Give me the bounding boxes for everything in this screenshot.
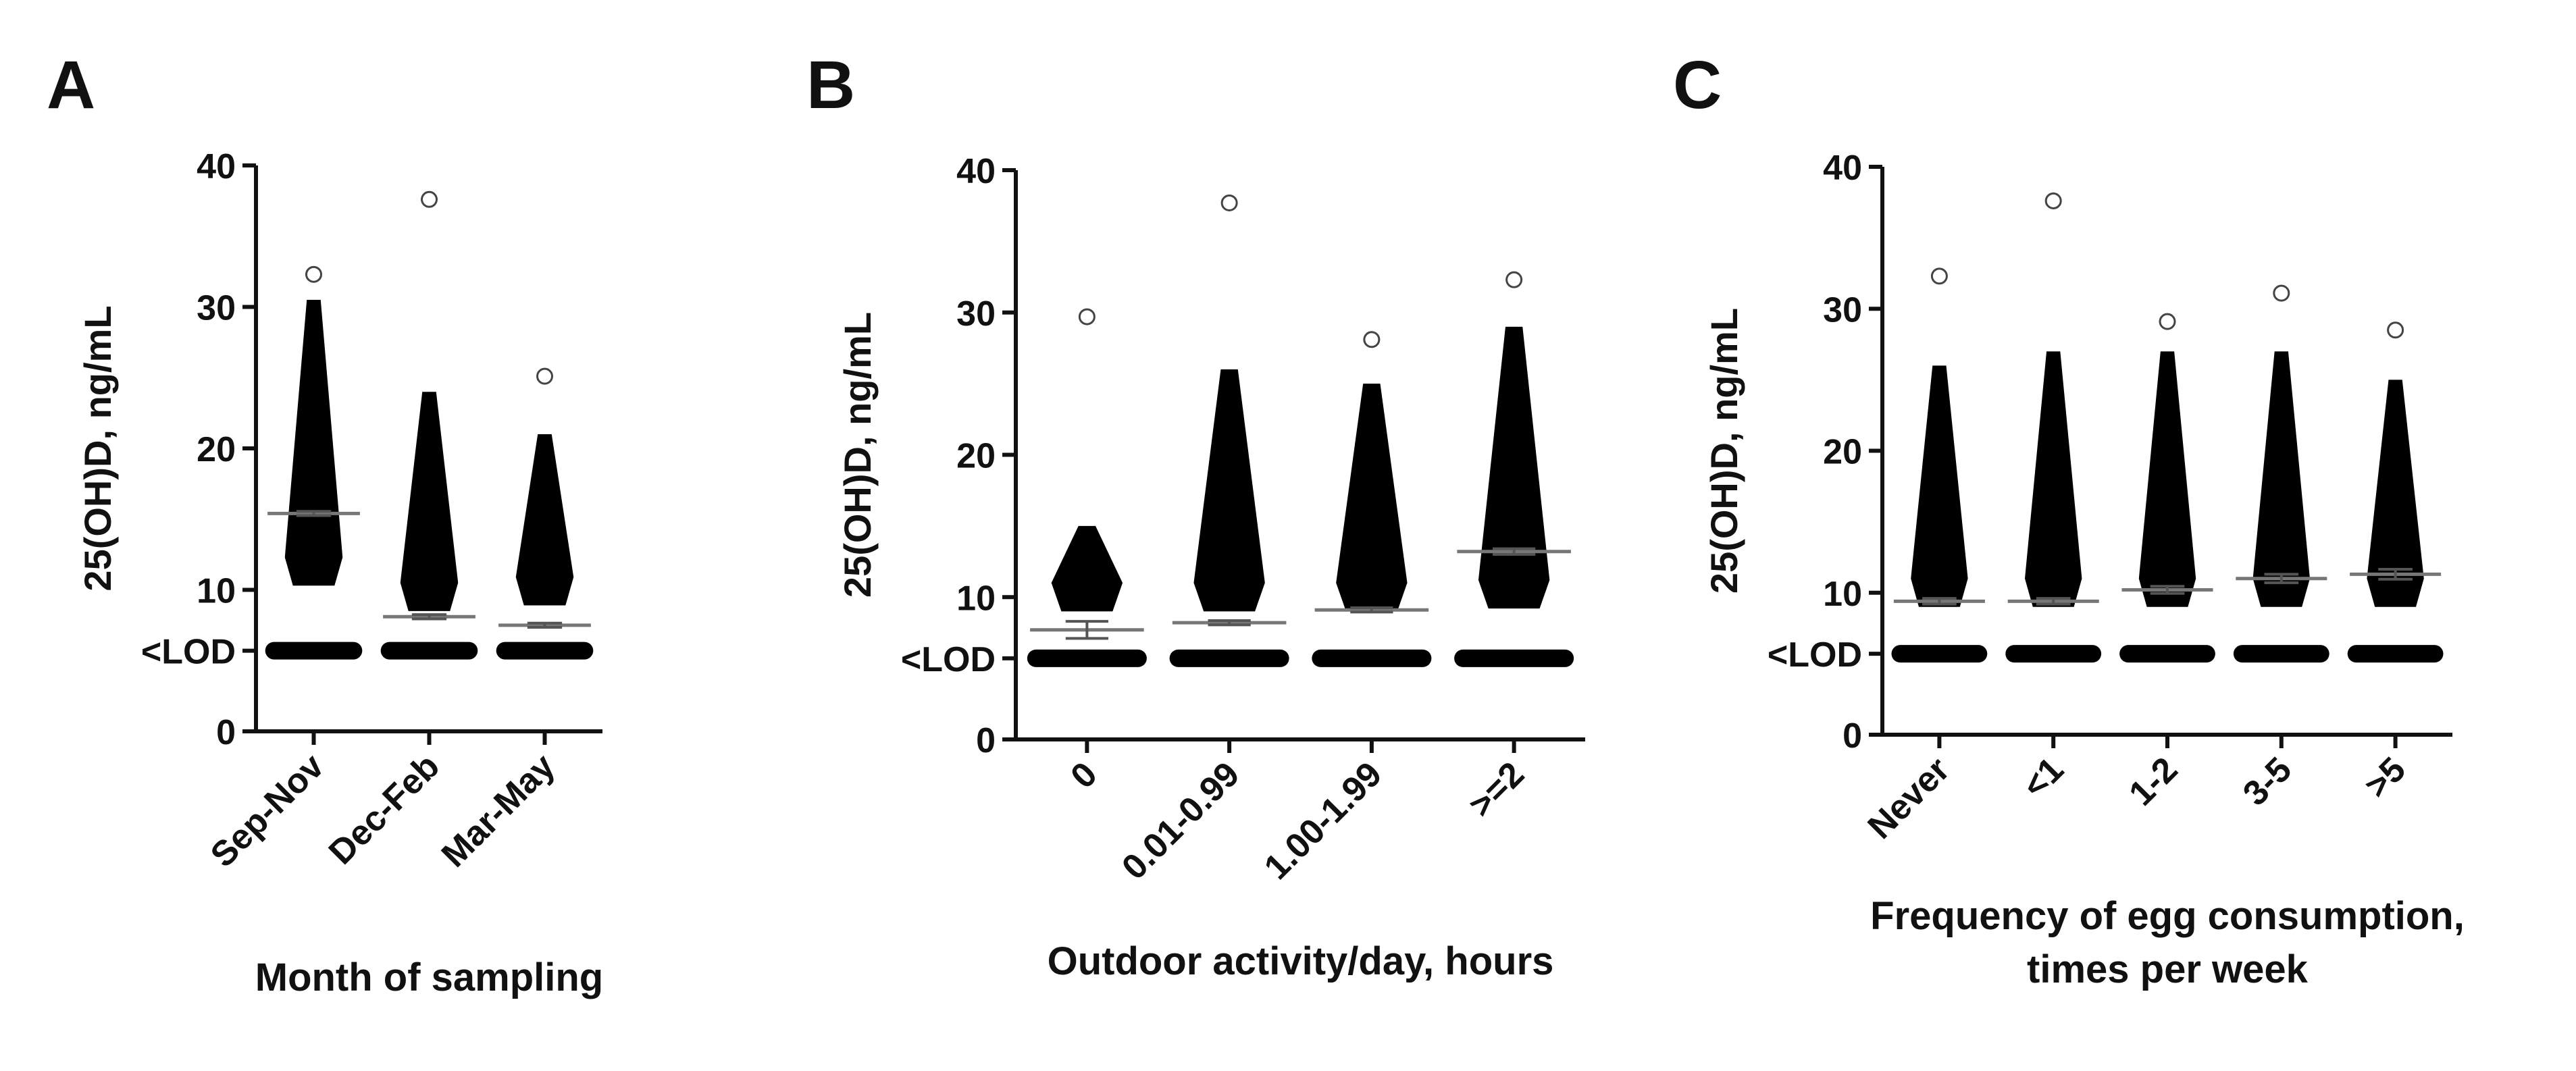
error-bar <box>411 613 447 621</box>
y-tick-label: 0 <box>216 713 236 752</box>
error-bar <box>2150 585 2185 595</box>
error-bar <box>2264 573 2299 585</box>
y-axis-label: 25(OH)D, ng/mL <box>836 312 879 598</box>
x-axis-label: times per week <box>2027 947 2309 991</box>
point-cloud <box>2252 351 2310 607</box>
max-point <box>1363 331 1381 348</box>
point-cloud <box>400 392 459 611</box>
x-axis-label: Month of sampling <box>255 956 604 999</box>
panel-letter: C <box>1673 47 1722 123</box>
x-tick-label: 1.00-1.99 <box>1257 754 1389 887</box>
point-cloud <box>2367 380 2424 607</box>
error-bar <box>1065 620 1108 640</box>
lod-points <box>1454 649 1574 667</box>
y-tick-label: 40 <box>1823 149 1862 188</box>
y-tick-label: <LOD <box>1768 635 1862 675</box>
panel-letter: B <box>806 47 855 123</box>
max-point <box>1078 308 1096 325</box>
error-bar <box>1493 547 1536 556</box>
point-cloud <box>2025 351 2082 607</box>
y-tick-label: 30 <box>1823 290 1862 330</box>
max-point <box>1505 271 1523 288</box>
max-point <box>1930 267 1948 285</box>
x-tick-label: Dec-Feb <box>321 746 447 872</box>
y-axis-label: 25(OH)D, ng/mL <box>76 305 119 591</box>
panel-letter: A <box>47 47 95 123</box>
y-tick-label: 30 <box>956 294 996 334</box>
max-point <box>2387 321 2404 339</box>
y-tick-label: 10 <box>956 579 996 618</box>
point-cloud <box>1193 369 1265 612</box>
lod-points <box>380 642 478 660</box>
error-bar <box>296 510 332 517</box>
x-axis-label: Frequency of egg consumption, <box>1870 894 2465 938</box>
point-cloud <box>1336 384 1408 612</box>
error-bar <box>2036 597 2071 606</box>
lod-points <box>2347 645 2444 663</box>
error-bar <box>2378 568 2413 581</box>
error-bar <box>1208 619 1251 627</box>
y-tick-label: 0 <box>1843 716 1862 756</box>
max-point <box>536 367 553 385</box>
x-tick-label: <1 <box>2015 750 2071 806</box>
y-axis-label: 25(OH)D, ng/mL <box>1703 308 1745 594</box>
max-point <box>2044 192 2062 209</box>
y-tick-label: 40 <box>956 152 996 191</box>
y-tick-label: 30 <box>197 289 236 328</box>
y-tick-label: 20 <box>1823 433 1862 472</box>
point-cloud <box>1051 525 1123 612</box>
x-axis-label: Outdoor activity/day, hours <box>1048 939 1554 983</box>
max-point <box>421 190 438 208</box>
max-point <box>1220 194 1238 211</box>
lod-points <box>265 642 363 660</box>
lod-points <box>1312 649 1432 667</box>
lod-points <box>496 642 594 660</box>
point-cloud <box>2138 351 2196 607</box>
lod-points <box>2233 645 2329 663</box>
lod-points <box>2005 645 2102 663</box>
x-tick-label: >=2 <box>1462 754 1532 825</box>
lod-points <box>1169 649 1289 667</box>
x-tick-label: Never <box>1861 750 1957 846</box>
y-tick-label: 40 <box>197 147 236 186</box>
max-point <box>2273 284 2290 302</box>
x-tick-label: Sep-Nov <box>203 746 332 874</box>
max-point <box>305 265 322 283</box>
y-tick-label: 20 <box>197 430 236 469</box>
x-tick-label: 0 <box>1063 754 1104 795</box>
lod-points <box>1027 649 1147 667</box>
point-cloud <box>284 300 343 586</box>
lod-points <box>2119 645 2215 663</box>
y-tick-label: 0 <box>976 721 996 760</box>
lod-points <box>1891 645 1988 663</box>
x-tick-label: >5 <box>2357 750 2413 806</box>
x-tick-label: Mar-May <box>434 746 563 874</box>
point-cloud <box>1478 326 1550 609</box>
y-tick-label: <LOD <box>901 640 996 679</box>
error-bar <box>527 621 563 629</box>
y-tick-label: 20 <box>956 437 996 476</box>
point-cloud <box>1911 365 1968 607</box>
y-tick-label: <LOD <box>141 633 236 672</box>
x-tick-label: 3-5 <box>2236 750 2299 813</box>
error-bar <box>1350 606 1393 614</box>
y-tick-label: 10 <box>197 572 236 611</box>
y-tick-label: 10 <box>1823 575 1862 614</box>
x-tick-label: 1-2 <box>2121 750 2185 813</box>
max-point <box>2159 313 2176 330</box>
x-tick-label: 0.01-0.99 <box>1114 754 1247 887</box>
point-cloud <box>515 434 574 606</box>
error-bar <box>1922 597 1957 606</box>
